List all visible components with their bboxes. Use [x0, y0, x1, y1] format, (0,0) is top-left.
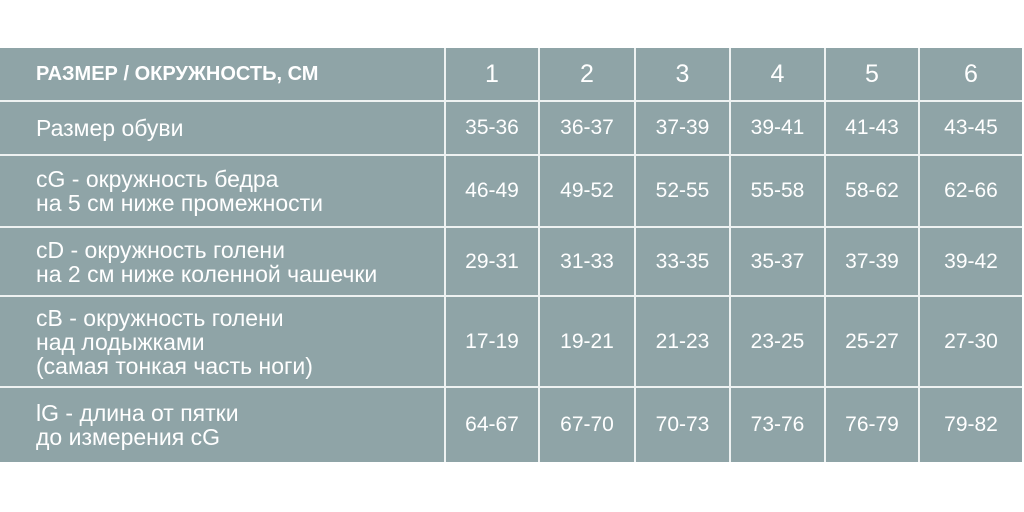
- table-cell: 46-49: [446, 156, 540, 228]
- table-cell: 73-76: [731, 388, 826, 462]
- table-cell: 36-37: [540, 102, 636, 156]
- table-cell: 55-58: [731, 156, 826, 228]
- header-label: РАЗМЕР / ОКРУЖНОСТЬ, СМ: [0, 48, 446, 102]
- table-cell: 79-82: [944, 413, 998, 436]
- table-cell: 21-23: [636, 297, 731, 388]
- table-cell: 37-39: [826, 228, 920, 297]
- table-cell: 31-33: [540, 228, 636, 297]
- table-cell: 19-21: [540, 297, 636, 388]
- table-cell: 41-43: [826, 102, 920, 156]
- table-cell: 17-19: [446, 297, 540, 388]
- table-cell: 35-37: [731, 228, 826, 297]
- table-cell: 64-67: [446, 388, 540, 462]
- table-cell: 33-35: [636, 228, 731, 297]
- size-header: 6: [920, 48, 1022, 102]
- size-header: 4: [731, 48, 826, 102]
- size-table: РАЗМЕР / ОКРУЖНОСТЬ, СМ 1 2 3 4 5 6 Размер обув…: [0, 48, 1022, 462]
- table-cell: 23-25: [731, 297, 826, 388]
- table-cell: 49-52: [540, 156, 636, 228]
- table-cell: 29-31: [446, 228, 540, 297]
- size-header: 1: [446, 48, 540, 102]
- size-header: 3: [636, 48, 731, 102]
- row-label: lG - длина от пятки до измерения cG: [0, 388, 446, 462]
- table-cell: 39-42: [920, 228, 1022, 297]
- table-cell: 43-45: [920, 102, 1022, 156]
- table-cell: 27-30: [920, 297, 1022, 388]
- row-label: cB - окружность голени над лодыжками (са…: [0, 297, 446, 388]
- table-cell: 39-41: [731, 102, 826, 156]
- row-label: cG - окружность бедра на 5 см ниже проме…: [0, 156, 446, 228]
- table-cell: 62-66: [920, 156, 1022, 228]
- row-label: cD - окружность голени на 2 см ниже коле…: [0, 228, 446, 297]
- table-cell: 35-36: [446, 102, 540, 156]
- table-cell: 25-27: [826, 297, 920, 388]
- table-cell: 76-79: [826, 388, 920, 462]
- size-header: 2: [540, 48, 636, 102]
- size-header: 5: [826, 48, 920, 102]
- table-cell: 52-55: [636, 156, 731, 228]
- table-cell: 37-39: [636, 102, 731, 156]
- table-cell: 70-73: [636, 388, 731, 462]
- table-cell: 67-70: [540, 388, 636, 462]
- row-label: Размер обуви: [0, 102, 446, 156]
- table-cell: 58-62: [826, 156, 920, 228]
